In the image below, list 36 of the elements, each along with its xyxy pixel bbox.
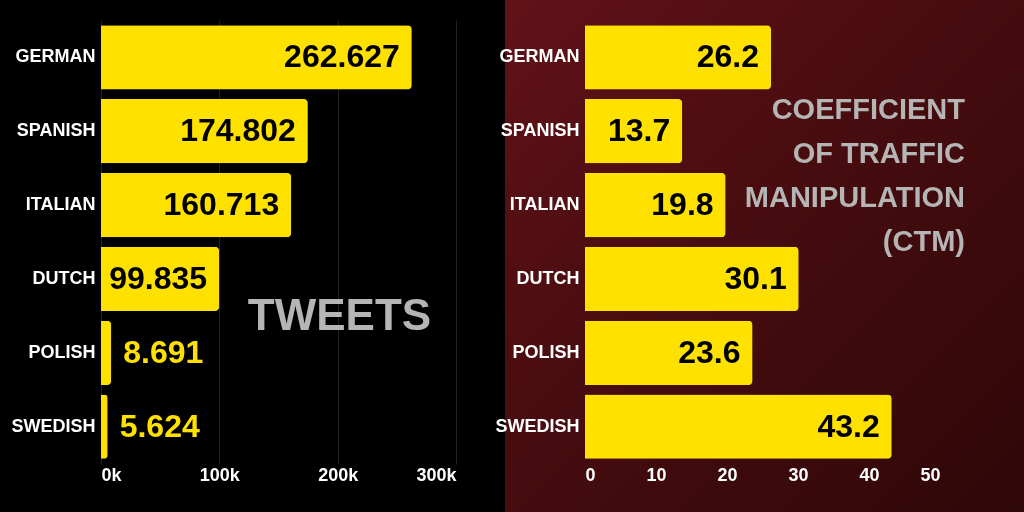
x-tick-label: 10 [646,464,667,485]
data-label: 26.2 [696,38,760,75]
y-tick-label: SPANISH [500,120,580,141]
data-label: 262.627 [284,38,400,75]
data-label: 99.835 [109,259,208,296]
text: COEFFICIENT OF TRAFFIC MANIPULATION (CTM) [744,93,966,257]
y-tick-label: DUTCH [516,267,580,288]
y-tick-label: ITALIAN [509,194,580,215]
text: TWEETS [247,290,432,340]
y-tick-label: SWEDISH [495,415,580,436]
data-label: 160.713 [163,186,280,223]
y-tick-label: DUTCH [32,267,96,288]
y-tick-label: SPANISH [16,120,96,141]
data-label: 13.7 [607,112,671,149]
y-tick-label: POLISH [28,341,96,362]
data-label: 174.802 [180,112,296,149]
data-label: 5.624 [119,407,200,444]
x-tick-label: 30 [788,464,809,485]
y-tick-label: GERMAN [499,46,580,67]
x-tick-label: 0k [101,464,123,485]
x-tick-label: 50 [920,464,941,485]
data-label: 8.691 [123,333,204,370]
y-tick-label: SWEDISH [11,415,96,436]
x-tick-label: 300k [416,464,458,485]
data-label: 23.6 [678,333,741,370]
x-tick-label: 200k [318,464,360,485]
data-label: 19.8 [651,186,714,223]
y-tick-label: GERMAN [15,46,96,67]
y-tick-label: POLISH [512,341,580,362]
data-label: 43.2 [817,407,880,444]
x-tick-label: 20 [717,464,738,485]
y-tick-label: ITALIAN [25,194,96,215]
data-label: 30.1 [724,259,787,296]
x-tick-label: 0 [585,464,596,485]
x-tick-label: 40 [859,464,880,485]
x-tick-label: 100k [199,464,241,485]
